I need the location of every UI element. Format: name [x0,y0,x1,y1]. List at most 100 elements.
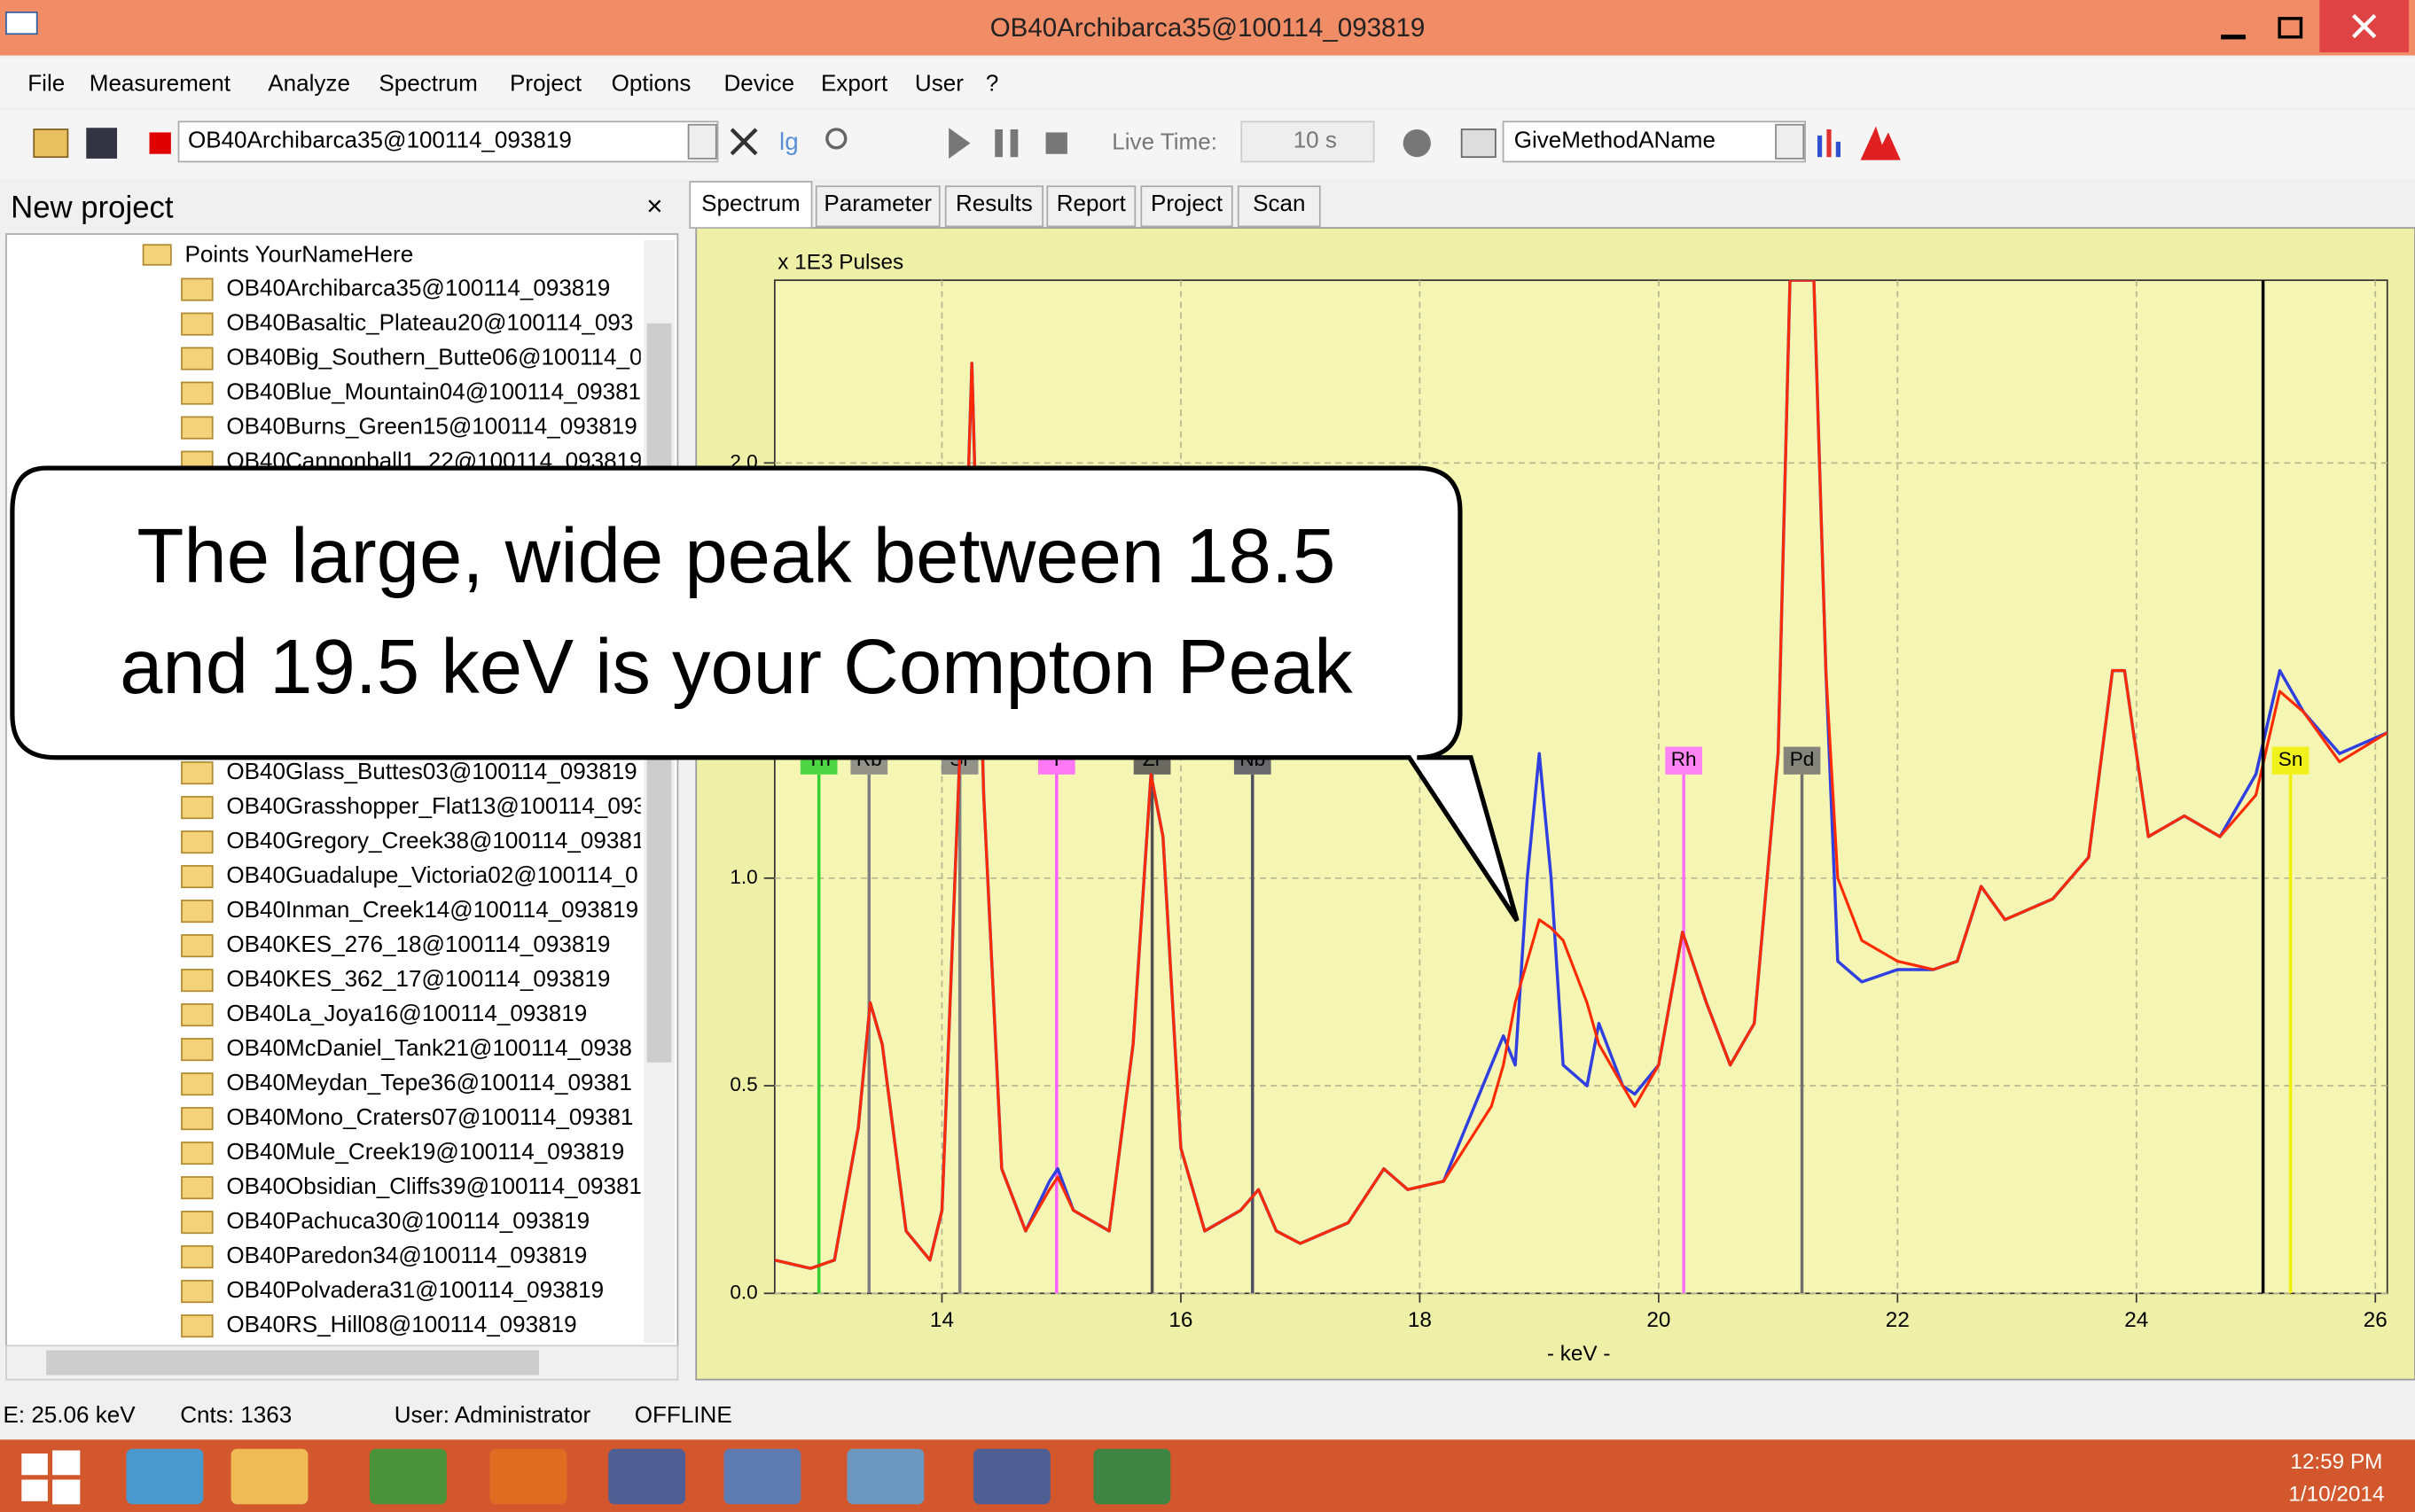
folder-icon [182,762,213,783]
clock-time: 12:59 PM [2290,1450,2382,1474]
tab-label[interactable]: Scan [1253,190,1305,216]
folder-icon [182,797,213,818]
folder-icon [182,1073,213,1095]
x-tick-label: 16 [1168,1308,1192,1332]
status-item: Cnts: 1363 [180,1401,292,1428]
taskbar-app[interactable] [724,1449,801,1505]
taskbar-app[interactable] [231,1449,309,1505]
folder-icon [182,1212,213,1233]
tab-label[interactable]: Results [956,190,1033,216]
method-select-text[interactable]: GiveMethodAName [1514,127,1716,153]
tree-item[interactable]: OB40Paredon34@100114_093819 [226,1242,587,1268]
file-select-text[interactable]: OB40Archibarca35@100114_093819 [188,127,572,153]
taskbar-app[interactable] [847,1449,924,1505]
tree-item[interactable]: OB40Grasshopper_Flat13@100114_093 [226,792,645,819]
tree-item[interactable]: OB40Blue_Mountain04@100114_09381 [226,378,641,404]
element-label: Pd [1790,748,1815,770]
callout-text: The large, wide peak between 18.5 [137,513,1335,599]
x-tick-label: 22 [1886,1308,1910,1332]
element-label: Rh [1671,748,1697,770]
tree-item[interactable]: OB40La_Joya16@100114_093819 [226,1000,587,1026]
y-axis-label: x 1E3 Pulses [778,251,903,275]
tree-item[interactable]: OB40Burns_Green15@100114_093819 [226,412,637,439]
folder-icon [182,313,213,334]
menu-item[interactable]: ? [986,69,999,96]
taskbar-app[interactable] [973,1449,1051,1505]
tree-item[interactable]: OB40Guadalupe_Victoria02@100114_0 [226,861,637,888]
live-time-value[interactable]: 10 s [1293,127,1337,153]
tree-item[interactable]: OB40Basaltic_Plateau20@100114_093 [226,308,633,335]
x-tick-label: 14 [930,1308,954,1332]
settings-icon[interactable] [1403,129,1431,157]
element-label: Sn [2278,748,2303,770]
tree-item[interactable]: OB40Mule_Creek19@100114_093819 [226,1138,624,1165]
menu-item[interactable]: Measurement [90,69,231,96]
panel-title: New project [11,191,174,224]
folder-icon [144,245,171,265]
folder-icon [182,970,213,991]
tree-item[interactable]: OB40KES_276_18@100114_093819 [226,931,610,957]
menu-item[interactable]: Export [821,69,888,96]
menu-bar [0,58,2415,108]
screen: OB40Archibarca35@100114_093819 File Measur… [0,0,2415,1512]
tree-item[interactable]: OB40Polvadera31@100114_093819 [226,1276,604,1303]
taskbar-app[interactable] [608,1449,685,1505]
folder-icon [182,1281,213,1302]
tree-item[interactable]: OB40Archibarca35@100114_093819 [226,274,610,300]
taskbar-app[interactable] [1093,1449,1170,1505]
save-icon[interactable] [86,128,117,159]
plot-area [775,280,2388,1293]
tree-item[interactable]: OB40KES_362_17@100114_093819 [226,965,610,992]
folder-icon [182,417,213,438]
tree-root[interactable]: Points YourNameHere [184,240,413,267]
taskbar-app[interactable] [126,1449,203,1505]
tree-item[interactable]: OB40Gregory_Creek38@100114_09381 [226,827,645,853]
tree-item[interactable]: OB40Glass_Buttes03@100114_093819 [226,758,637,784]
folder-icon [182,866,213,887]
menu-item[interactable]: File [27,69,65,96]
taskbar-app[interactable] [370,1449,447,1505]
tree-item[interactable]: OB40Inman_Creek14@100114_093819 [226,896,638,923]
folder-icon [182,1039,213,1060]
clock-date: 1/10/2014 [2288,1482,2384,1506]
app-icon [6,12,37,34]
tab-label[interactable]: Parameter [824,190,932,216]
menu-item[interactable]: Analyze [268,69,350,96]
folder-icon [182,1177,213,1198]
log-button[interactable]: lg [779,128,799,155]
menu-item[interactable]: Spectrum [379,69,477,96]
tree-item[interactable]: OB40Meydan_Tepe36@100114_09381 [226,1069,632,1095]
menu-item[interactable]: User [915,69,964,96]
panel-close[interactable]: × [646,191,662,222]
folder-icon [182,278,213,300]
folder-icon [182,900,213,922]
close-button[interactable] [2319,0,2409,52]
method-icon[interactable] [1462,129,1496,157]
tree-item[interactable]: OB40McDaniel_Tank21@100114_0938 [226,1034,632,1061]
color-icon[interactable] [150,132,171,153]
tree-item[interactable]: OB40Big_Southern_Butte06@100114_0 [226,343,642,370]
folder-icon [182,831,213,853]
dropdown-arrow[interactable] [1776,125,1803,159]
menu-item[interactable]: Options [612,69,692,96]
tab-label[interactable]: Report [1057,190,1127,216]
tree-item[interactable]: OB40RS_Hill08@100114_093819 [226,1311,576,1337]
dropdown-arrow[interactable] [689,125,716,159]
tree-item[interactable]: OB40Obsidian_Cliffs39@100114_09381 [226,1173,642,1199]
tree-items: OB40Archibarca35@100114_093819 OB40Basalt… [182,274,646,1337]
status-item: User: Administrator [395,1401,591,1428]
tree-item[interactable]: OB40Mono_Craters07@100114_09381 [226,1103,633,1130]
x-axis-label: - keV - [1547,1342,1611,1366]
menu-item[interactable]: Project [510,69,582,96]
folder-icon [182,1315,213,1337]
h-scroll-thumb[interactable] [46,1351,539,1376]
stop-icon[interactable] [1046,132,1067,153]
open-icon[interactable] [34,129,67,157]
tab-label[interactable]: Project [1151,190,1223,216]
window-title: OB40Archibarca35@100114_093819 [990,13,1426,43]
menu-item[interactable]: Device [724,69,795,96]
tab-label[interactable]: Spectrum [701,190,800,216]
taskbar-app[interactable] [489,1449,567,1505]
tree-item[interactable]: OB40Pachuca30@100114_093819 [226,1207,590,1234]
taskbar [0,1439,2415,1512]
